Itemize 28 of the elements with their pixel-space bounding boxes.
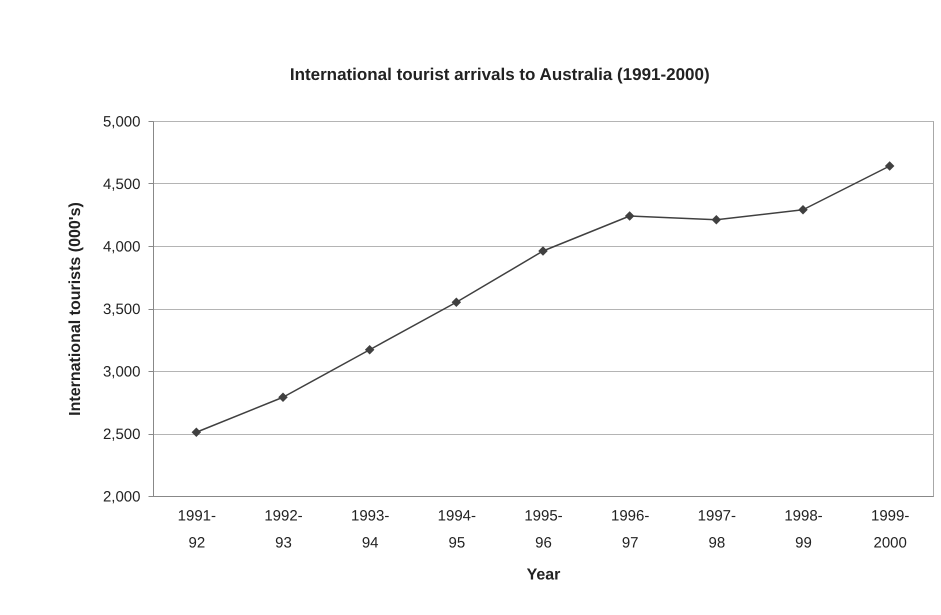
y-tick-label: 2,500	[102, 426, 140, 443]
x-tick-label: 1992-93	[264, 508, 303, 552]
point	[712, 215, 722, 224]
y-tick-label: 3,500	[102, 301, 140, 318]
point	[884, 161, 894, 171]
x-axis-title: Year	[526, 566, 560, 584]
y-axis-title: International tourists (000's)	[66, 202, 84, 416]
x-tick-label: 1991-92	[178, 508, 216, 552]
point	[624, 211, 634, 221]
y-tick-label: 5,000	[102, 114, 140, 130]
point	[798, 205, 808, 214]
y-tick-label: 2,000	[102, 488, 140, 506]
x-tick-label: 1993-94	[350, 508, 390, 552]
x-tick-label: 1995-96	[524, 508, 563, 552]
x-tick-label: 1997-98	[698, 508, 736, 552]
y-tick-label: 4,500	[102, 176, 140, 193]
x-tick-label: 1994-95	[438, 508, 476, 552]
point	[452, 298, 462, 307]
x-tick-label: 1998-99	[784, 508, 823, 552]
point	[192, 428, 202, 437]
point	[364, 345, 374, 354]
x-tick-label: 1996-97	[610, 508, 650, 552]
y-tick-label: 3,000	[102, 364, 140, 380]
y-tick-label: 4,000	[102, 238, 140, 256]
point	[538, 246, 548, 256]
x-tick-label: 1999-2000	[870, 508, 910, 552]
point	[278, 392, 288, 402]
chart-title: International tourist arrivals to Australia (1991-2000)	[290, 65, 710, 84]
